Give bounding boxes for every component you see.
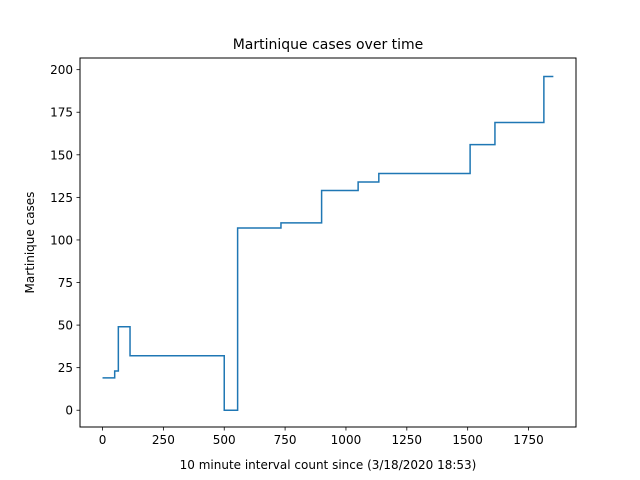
x-tick-label: 0 [99, 433, 107, 447]
y-tick-label: 150 [50, 148, 73, 162]
y-tick-label: 25 [58, 361, 73, 375]
x-tick-label: 1250 [392, 433, 423, 447]
x-tick-label: 750 [274, 433, 297, 447]
y-tick-label: 75 [58, 276, 73, 290]
y-tick-label: 50 [58, 319, 73, 333]
y-tick-label: 125 [50, 191, 73, 205]
y-axis-label: Martinique cases [23, 192, 37, 294]
x-tick-label: 1750 [513, 433, 544, 447]
axes-frame [79, 57, 577, 428]
x-tick-label: 1000 [331, 433, 362, 447]
x-tick-label: 500 [213, 433, 236, 447]
x-axis-label: 10 minute interval count since (3/18/202… [180, 458, 477, 472]
y-tick-label: 100 [50, 233, 73, 247]
plot-area [102, 75, 554, 411]
y-axis-ticks: 0 25 50 75 100 125 150 175 200 [50, 63, 80, 418]
x-axis-ticks: 0 250 500 750 1000 1250 1500 1750 [99, 427, 544, 447]
chart-title: Martinique cases over time [233, 37, 424, 53]
y-tick-label: 200 [50, 63, 73, 77]
series-line-0 [102, 75, 554, 411]
y-tick-label: 175 [50, 106, 73, 120]
y-tick-label: 0 [65, 404, 73, 418]
x-tick-label: 1500 [452, 433, 483, 447]
x-tick-label: 250 [152, 433, 175, 447]
